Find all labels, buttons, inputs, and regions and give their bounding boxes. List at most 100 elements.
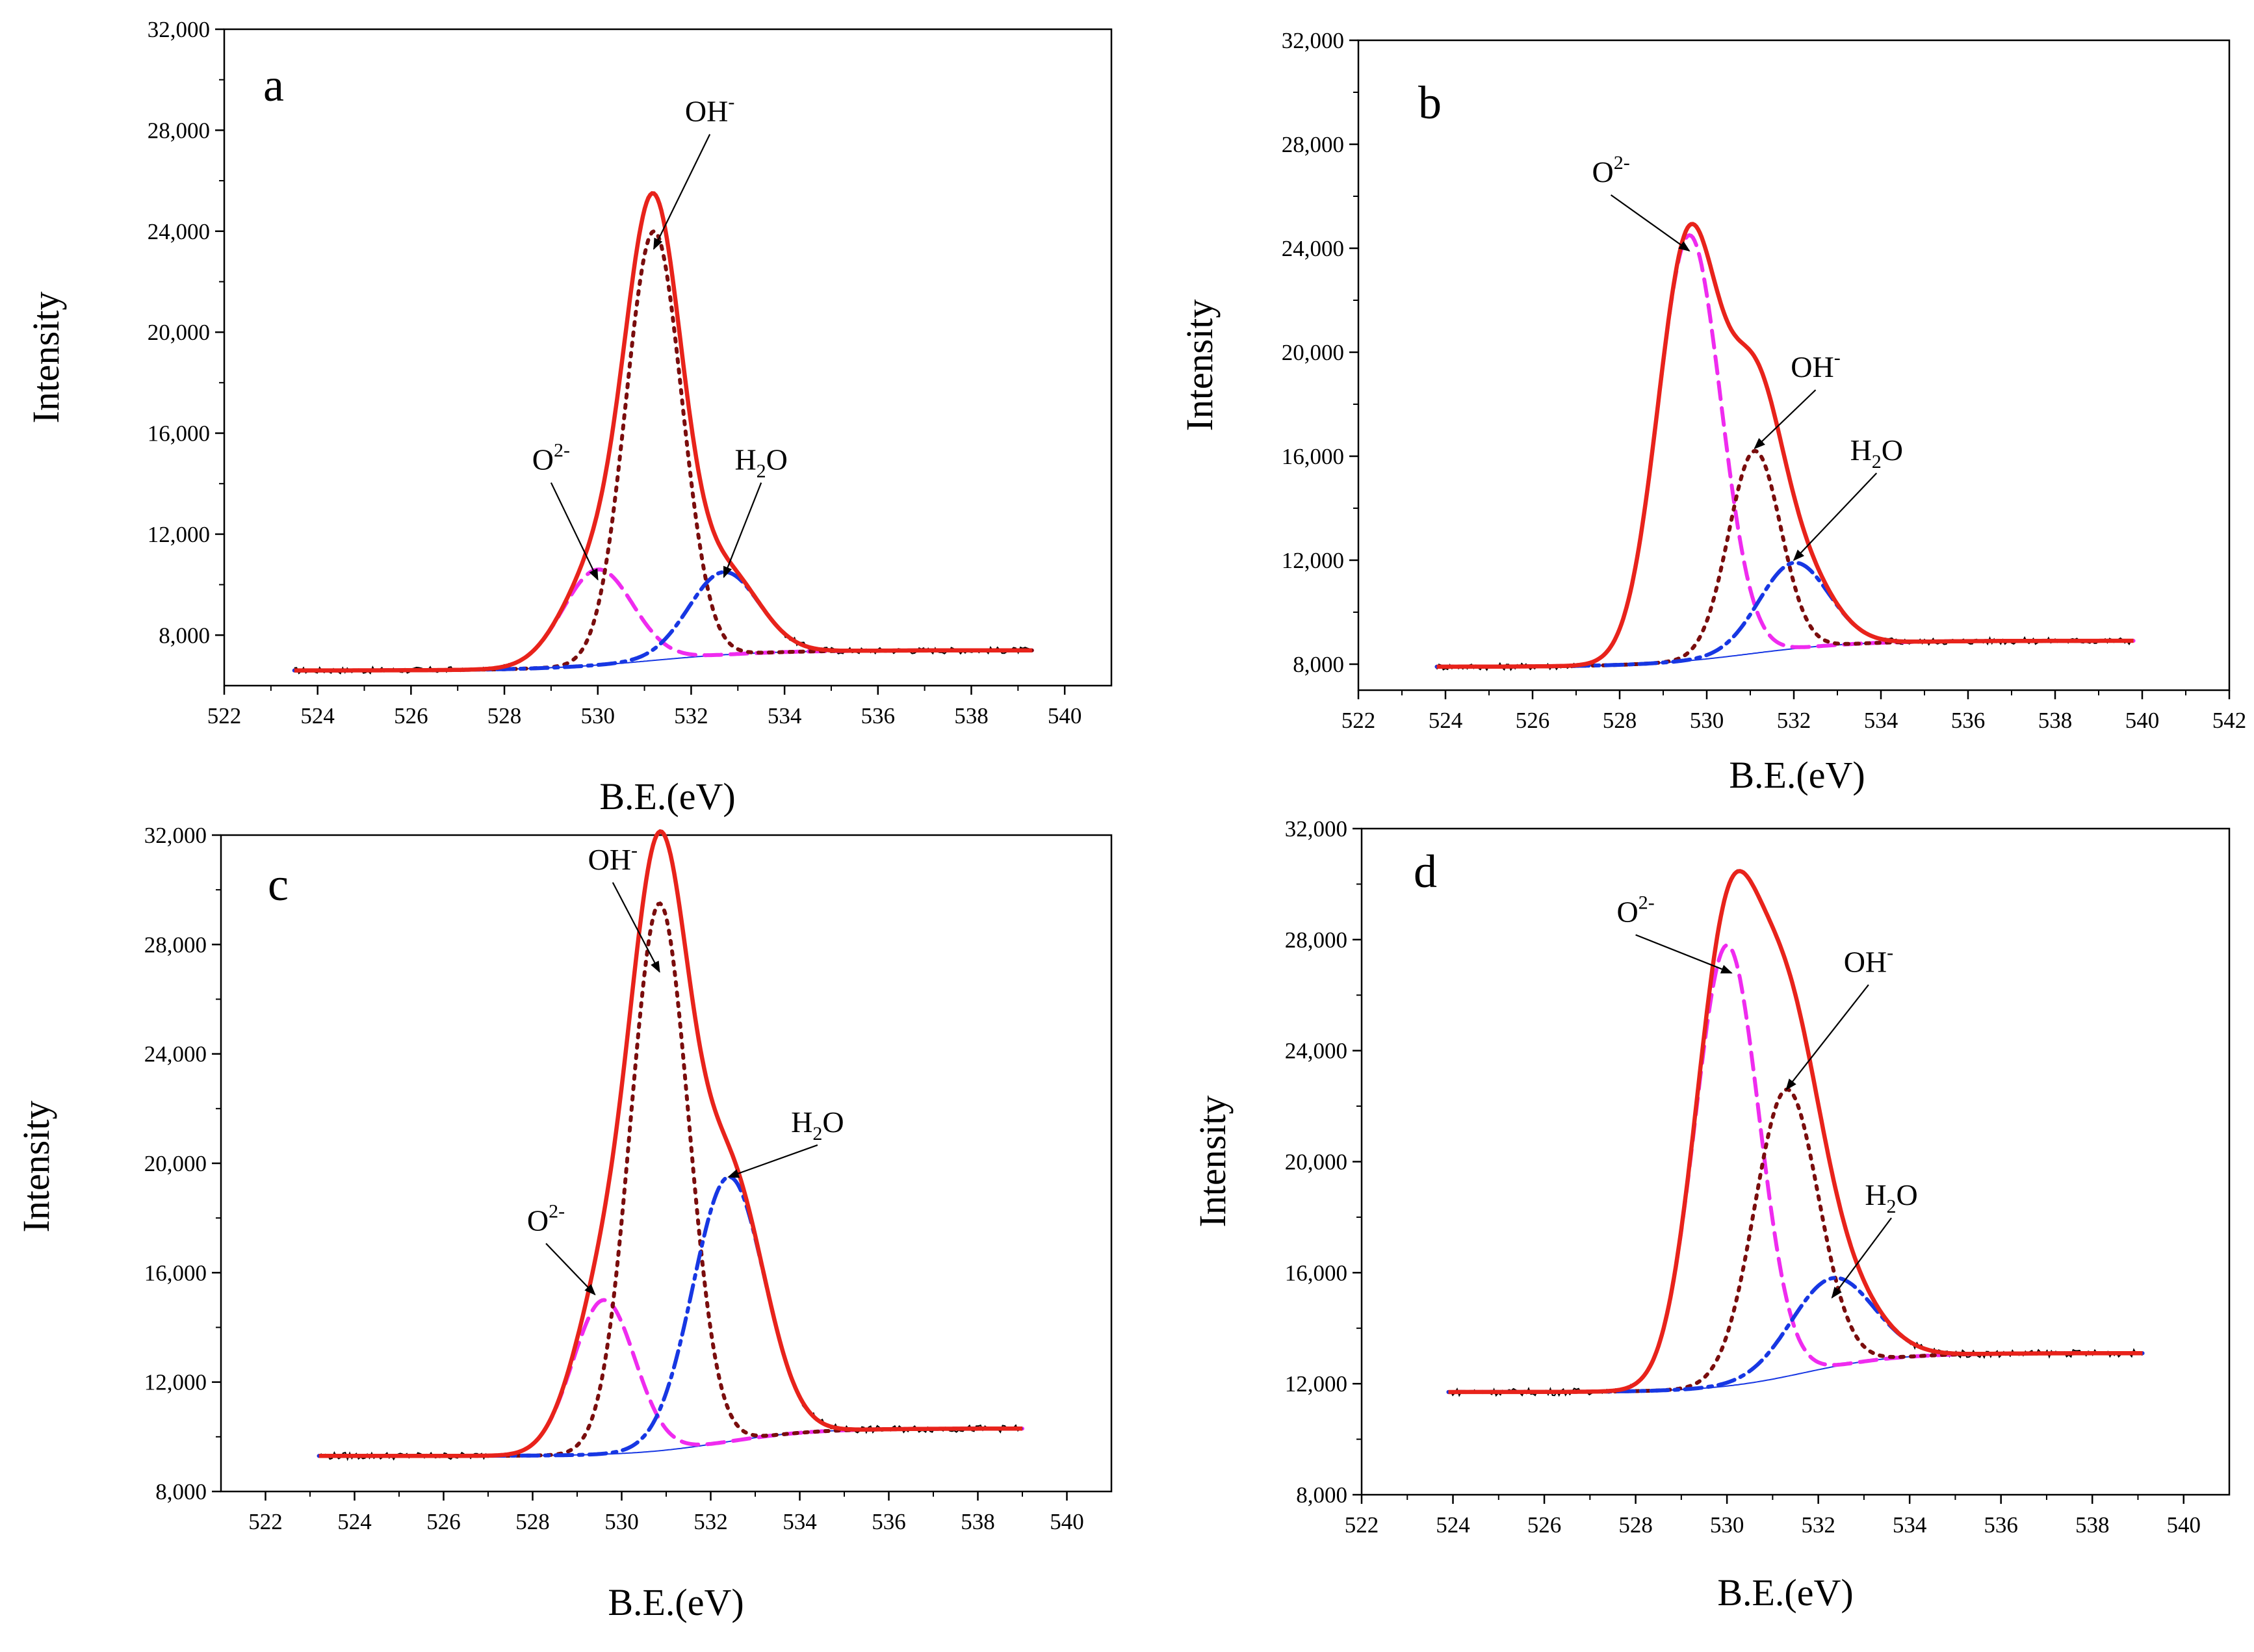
x-tick-label: 524	[1429, 708, 1463, 733]
x-tick-label: 522	[207, 703, 242, 729]
y-tick-label: 8,000	[1296, 1482, 1347, 1508]
annotation-label: O2-	[527, 1200, 565, 1237]
annotation-arrow	[1831, 1217, 1892, 1299]
y-tick-label: 16,000	[148, 421, 210, 446]
y-tick-label: 12,000	[148, 522, 210, 547]
x-tick-label: 528	[487, 703, 522, 729]
y-tick-label: 28,000	[144, 932, 207, 957]
annotation-arrow	[1785, 984, 1869, 1091]
annotation-label: OH-	[1844, 942, 1893, 978]
x-tick-label: 522	[1341, 708, 1376, 733]
panel-c: 522 524 526 528 530 532 534 536 538 540 8,000 12,00…	[15, 823, 1113, 1623]
y-tick-label: 32,000	[144, 823, 207, 848]
raw-spectrum-line	[1436, 224, 2134, 671]
h2o-peak-line	[317, 1174, 1024, 1458]
x-tick-label: 528	[515, 1509, 550, 1534]
annotation-label: OH-	[1791, 347, 1840, 383]
oh-peak-line	[292, 229, 1034, 673]
x-axis-title: B.E.(eV)	[1729, 754, 1865, 796]
panel-letter: c	[268, 858, 289, 910]
y-tick-label: 8,000	[1293, 652, 1344, 677]
y-tick-label: 12,000	[144, 1370, 207, 1395]
x-tick-label: 538	[2038, 708, 2073, 733]
annotation-label: H2O	[734, 443, 787, 482]
x-tick-label: 534	[1893, 1512, 1927, 1538]
x-tick-label: 530	[580, 703, 615, 729]
y-tick-label: 20,000	[1282, 340, 1344, 365]
background-line	[1448, 1352, 2143, 1393]
x-tick-label: 536	[861, 703, 896, 729]
x-tick-label: 532	[693, 1509, 728, 1534]
annotation-label: OH-	[685, 92, 734, 128]
y-tick-label: 16,000	[1285, 1260, 1347, 1285]
y-axis-title: Intensity	[25, 292, 67, 424]
panel-d: 522 524 526 528 530 532 534 536 538 540 8,000 12,00…	[1191, 816, 2231, 1614]
y-axis-title: Intensity	[1178, 300, 1221, 432]
raw-spectrum-line	[318, 832, 1023, 1462]
x-tick-label: 536	[1984, 1512, 2018, 1538]
annotation-arrow	[1635, 934, 1733, 974]
x-tick-label: 534	[768, 703, 802, 729]
plot-layer: 522 524 526 528 530 532 534 536 538 540 8,000 12,00…	[148, 17, 1082, 729]
annotation-label: H2O	[791, 1105, 844, 1144]
x-tick-label: 526	[1527, 1512, 1562, 1538]
oh-peak-line	[1434, 448, 2136, 669]
fitted-envelope-line	[294, 191, 1032, 673]
panel-letter: d	[1414, 845, 1437, 897]
y-axis-title: Intensity	[1191, 1096, 1234, 1228]
x-tick-label: 540	[2166, 1512, 2201, 1538]
x-tick-label: 528	[1618, 1512, 1653, 1538]
x-tick-label: 526	[394, 703, 428, 729]
y-tick-label: 16,000	[1282, 444, 1344, 469]
x-tick-label: 530	[1710, 1512, 1744, 1538]
annotation-arrow	[1610, 194, 1690, 252]
h2o-peak-line	[292, 570, 1034, 673]
h2o-peak-line	[1434, 560, 2136, 669]
annotation-arrow	[612, 882, 660, 973]
y-tick-label: 12,000	[1285, 1371, 1347, 1397]
panel-a: 522 524 526 528 530 532 534 536 538 540 8,000 12,00…	[25, 17, 1113, 818]
fitted-envelope-line	[1448, 869, 2143, 1395]
x-tick-label: 540	[2125, 708, 2160, 733]
y-tick-label: 32,000	[148, 17, 210, 42]
y-tick-label: 20,000	[1285, 1150, 1347, 1175]
x-tick-label: 542	[2212, 708, 2247, 733]
x-axis-title: B.E.(eV)	[608, 1581, 744, 1623]
plot-layer: 522 524 526 528 530 532 534 536 538 540 8,000 12,00…	[1285, 816, 2201, 1538]
annotation-label: H2O	[1850, 433, 1903, 472]
annotation-arrow	[653, 134, 711, 250]
x-tick-label: 532	[1777, 708, 1811, 733]
annotation-arrow	[545, 1243, 596, 1296]
annotation-label: O2-	[1616, 892, 1654, 928]
y-tick-label: 16,000	[144, 1260, 207, 1285]
annotation-label: OH-	[588, 840, 638, 876]
annotation-arrow	[723, 482, 762, 578]
x-tick-label: 524	[337, 1509, 372, 1534]
x-tick-label: 534	[783, 1509, 817, 1534]
x-tick-label: 530	[1690, 708, 1724, 733]
x-tick-label: 538	[2075, 1512, 2110, 1538]
x-tick-label: 532	[674, 703, 708, 729]
annotation-arrow	[550, 482, 599, 581]
x-tick-label: 522	[248, 1509, 283, 1534]
o2-peak-line	[292, 567, 1034, 673]
x-tick-label: 536	[1951, 708, 1986, 733]
y-tick-label: 8,000	[159, 623, 210, 648]
x-tick-label: 538	[954, 703, 989, 729]
y-tick-label: 24,000	[144, 1042, 207, 1067]
plot-layer: 522 524 526 528 530 532 534 536 538 540 8,000 12,00…	[144, 823, 1084, 1534]
annotation-arrow	[1793, 472, 1878, 561]
y-tick-label: 28,000	[1285, 927, 1347, 953]
annotation-label: O2-	[532, 440, 570, 476]
x-tick-label: 540	[1050, 1509, 1084, 1534]
y-tick-label: 24,000	[148, 219, 210, 244]
y-tick-label: 20,000	[148, 320, 210, 345]
x-tick-label: 540	[1048, 703, 1082, 729]
x-tick-label: 524	[1436, 1512, 1470, 1538]
oh-peak-line	[1446, 1087, 2145, 1394]
y-tick-label: 28,000	[1282, 132, 1344, 157]
y-tick-label: 12,000	[1282, 548, 1344, 573]
annotation-label: H2O	[1865, 1178, 1917, 1217]
x-tick-label: 522	[1345, 1512, 1379, 1538]
